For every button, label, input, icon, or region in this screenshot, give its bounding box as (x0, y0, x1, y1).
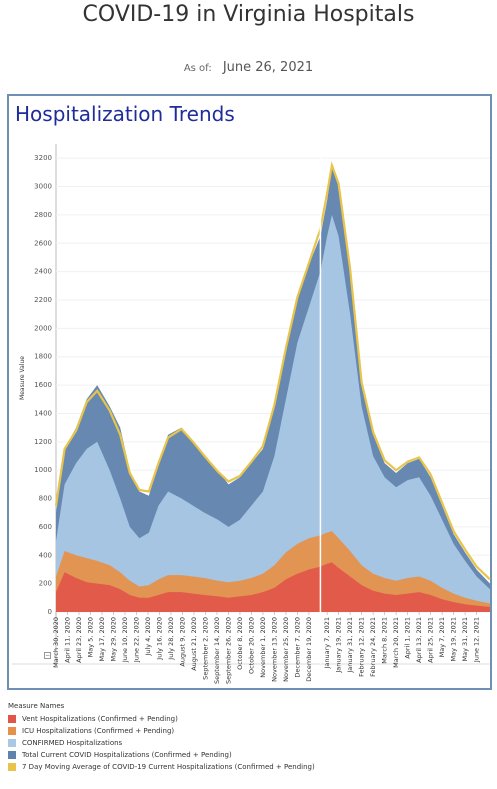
x-tick-label: March 8, 2021 (381, 617, 389, 664)
x-tick-label: April 1, 2021 (404, 617, 412, 659)
y-tick-label: 600 (39, 523, 52, 531)
moving-average-line (54, 161, 491, 581)
y-tick-label: 2600 (34, 239, 52, 247)
x-tick-label: May 5, 2020 (86, 617, 94, 657)
x-tick-label: April 13, 2021 (415, 617, 423, 663)
y-tick-label: 400 (39, 551, 52, 559)
x-tick-label: December 19, 2020 (305, 617, 313, 682)
y-tick-label: 200 (39, 580, 52, 588)
x-tick-label: March 20, 2021 (392, 617, 400, 668)
x-tick-label: February 12, 2021 (358, 617, 366, 677)
legend-swatch (8, 739, 16, 747)
y-tick-label: 2800 (34, 211, 52, 219)
vent-area (56, 562, 490, 612)
legend-label: Total Current COVID Hospitalizations (Co… (22, 751, 232, 759)
x-tick-label: January 31, 2021 (346, 617, 354, 674)
x-tick-label: March 30, 2020 (52, 617, 60, 668)
y-tick-label: 2400 (34, 268, 52, 276)
x-tick-label: May 19, 2021 (450, 617, 458, 661)
x-tick-label: May 17, 2020 (98, 617, 106, 661)
legend-item-total: Total Current COVID Hospitalizations (Co… (8, 749, 488, 761)
confirmed-area (56, 214, 490, 612)
x-tick-label: September 14, 2020 (213, 617, 221, 684)
legend-label: Vent Hospitalizations (Confirmed + Pendi… (22, 715, 178, 723)
hospitalization-chart: 0 200 400 600 800 1000 1200 1400 1600 1800 2000 220… (12, 144, 491, 684)
x-tick-label: August 21, 2020 (190, 617, 198, 671)
x-tick-label: November 25, 2020 (282, 617, 290, 682)
x-tick-label: February 24, 2021 (369, 617, 377, 677)
y-tick-label: 1800 (34, 353, 52, 361)
x-tick-label: April 25, 2021 (427, 617, 435, 663)
x-tick-label: October 20, 2020 (247, 617, 255, 674)
y-tick-label: 1200 (34, 438, 52, 446)
x-tick-label: April 23, 2020 (75, 617, 83, 663)
x-tick-label: November 13, 2020 (270, 617, 278, 682)
x-tick-label: July 16, 2020 (155, 617, 163, 661)
y-axis-label: Measure Value (19, 356, 26, 400)
legend-label: 7 Day Moving Average of COVID-19 Current… (22, 763, 315, 771)
y-tick-label: 1400 (34, 409, 52, 417)
as-of: As of: June 26, 2021 (0, 56, 497, 75)
x-tick-label: May 7, 2021 (438, 617, 446, 657)
x-tick-label: June 22, 2020 (132, 617, 140, 663)
as-of-date: June 26, 2021 (222, 60, 314, 75)
x-tick-label: June 10, 2020 (121, 617, 129, 663)
legend-item-vent: Vent Hospitalizations (Confirmed + Pendi… (8, 713, 488, 725)
x-tick-label: October 8, 2020 (236, 617, 244, 670)
legend-item-moving-average: 7 Day Moving Average of COVID-19 Current… (8, 761, 488, 773)
x-tick-label: December 7, 2020 (293, 617, 301, 678)
x-tick-label: September 26, 2020 (224, 617, 232, 684)
x-tick-label: June 12, 2021 (473, 617, 481, 663)
x-tick-label: August 9, 2020 (178, 617, 186, 667)
x-tick-label: January 19, 2021 (335, 617, 343, 674)
x-tick-label: September 2, 2020 (201, 617, 209, 680)
x-tick-label: November 1, 2020 (259, 617, 267, 678)
legend-swatch (8, 727, 16, 735)
y-tick-label: 1000 (34, 466, 52, 474)
y-tick-label: 3200 (34, 154, 52, 162)
legend-item-icu: ICU Hospitalizations (Confirmed + Pendin… (8, 725, 488, 737)
x-tick-label: July 28, 2020 (167, 617, 175, 661)
y-tick-label: 0 (48, 608, 52, 616)
legend-label: ICU Hospitalizations (Confirmed + Pendin… (22, 727, 175, 735)
panel-title: Hospitalization Trends (15, 102, 235, 126)
x-tick-label: July 4, 2020 (144, 617, 152, 657)
x-tick-label: January 7, 2021 (323, 617, 331, 670)
x-tick-label: May 29, 2020 (109, 617, 117, 661)
x-tick-label: May 31, 2021 (461, 617, 469, 661)
legend-swatch (8, 763, 16, 771)
legend-item-confirmed: CONFIRMED Hospitalizations (8, 737, 488, 749)
y-tick-label: 2000 (34, 324, 52, 332)
x-tick-label: April 11, 2020 (63, 617, 71, 663)
legend-swatch (8, 715, 16, 723)
y-tick-label: 1600 (34, 381, 52, 389)
icu-area (56, 531, 490, 612)
legend: Measure Names Vent Hospitalizations (Con… (8, 702, 488, 773)
y-tick-label: 2200 (34, 296, 52, 304)
legend-title: Measure Names (8, 702, 65, 710)
y-tick-label: 800 (39, 495, 52, 503)
y-tick-label: 3000 (34, 183, 52, 191)
collapse-toggle[interactable]: − (44, 652, 51, 659)
page-title: COVID-19 in Virginia Hospitals (82, 2, 415, 27)
legend-swatch (8, 751, 16, 759)
as-of-label: As of: (183, 63, 212, 74)
legend-label: CONFIRMED Hospitalizations (22, 739, 123, 747)
